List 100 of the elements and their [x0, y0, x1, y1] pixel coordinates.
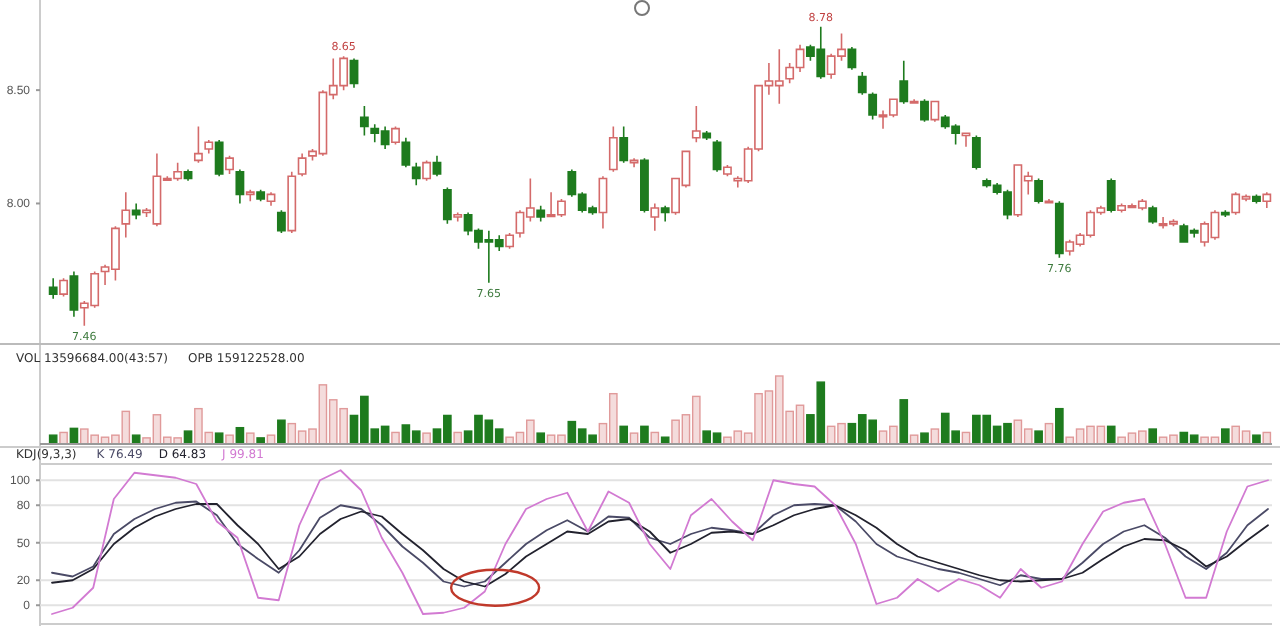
- candlestick: [505, 232, 515, 250]
- candlestick: [193, 125, 203, 164]
- bar: [899, 399, 909, 445]
- candlestick: [629, 157, 639, 168]
- bar: [1220, 428, 1230, 445]
- candlestick: [899, 59, 909, 105]
- candlestick: [235, 168, 245, 205]
- bar: [1055, 407, 1064, 445]
- candlestick: [442, 186, 452, 225]
- candlestick: [48, 277, 58, 300]
- candlestick: [650, 202, 660, 232]
- candlestick: [691, 105, 701, 144]
- candlestick: [847, 46, 857, 71]
- candlestick: [598, 175, 608, 230]
- candlestick: [909, 98, 919, 105]
- bar: [318, 384, 328, 445]
- bar: [889, 425, 898, 445]
- candlestick: [214, 139, 224, 178]
- bar: [1262, 431, 1272, 445]
- candlestick: [536, 204, 546, 223]
- bar: [557, 434, 566, 445]
- bar: [131, 434, 141, 445]
- bar: [1034, 430, 1043, 445]
- bar: [1106, 425, 1116, 445]
- candlestick: [183, 168, 193, 182]
- candlestick: [297, 152, 307, 178]
- candlestick: [121, 191, 131, 239]
- candlestick: [971, 134, 981, 171]
- bar: [308, 428, 317, 445]
- bar: [1023, 428, 1033, 445]
- bar: [422, 432, 431, 445]
- bar: [225, 434, 234, 445]
- candlestick: [422, 159, 432, 182]
- bar: [194, 407, 203, 445]
- bar: [785, 410, 794, 445]
- bar: [640, 425, 649, 445]
- candlestick: [1034, 177, 1044, 205]
- candlestick: [266, 191, 276, 207]
- bar: [764, 390, 774, 445]
- bar: [1252, 434, 1261, 445]
- candlestick: [1106, 177, 1116, 214]
- bar: [837, 422, 846, 445]
- candlestick: [225, 155, 234, 175]
- candlestick: [69, 270, 79, 318]
- candlestick: [868, 91, 878, 121]
- candlestick: [453, 211, 463, 223]
- candlestick: [930, 100, 940, 123]
- bar: [650, 431, 660, 445]
- bar: [691, 395, 701, 445]
- line-series: [51, 469, 1269, 615]
- candlestick: [619, 125, 629, 164]
- candlestick: [1252, 193, 1261, 205]
- candlestick: [432, 155, 442, 178]
- candlestick: [712, 139, 722, 173]
- bar: [90, 434, 100, 445]
- candlestick: [59, 277, 68, 298]
- bar: [391, 431, 400, 445]
- candlestick: [1054, 200, 1064, 259]
- bar: [1138, 430, 1147, 445]
- candlestick: [245, 189, 255, 202]
- candlestick: [131, 202, 141, 221]
- candlestick: [411, 161, 421, 187]
- candlestick: [660, 204, 670, 223]
- candlestick: [359, 105, 369, 137]
- bar: [536, 432, 546, 445]
- bar: [671, 419, 680, 445]
- bar: [1148, 428, 1158, 445]
- candlestick: [920, 98, 929, 123]
- bar: [287, 422, 297, 445]
- bar: [111, 434, 120, 445]
- bar: [245, 432, 255, 445]
- candlestick: [640, 157, 649, 214]
- bar: [339, 407, 348, 445]
- bar: [743, 432, 753, 445]
- candlestick: [608, 125, 618, 173]
- bar: [59, 431, 68, 445]
- candlestick: [349, 57, 359, 89]
- bar: [79, 428, 89, 445]
- candlestick: [722, 164, 732, 178]
- bar: [1169, 434, 1178, 445]
- bar: [204, 431, 214, 445]
- bar: [920, 432, 929, 445]
- candlestick: [204, 139, 214, 155]
- bar: [1086, 425, 1095, 445]
- bar: [453, 431, 463, 445]
- bar: [754, 392, 763, 445]
- bar: [328, 399, 338, 445]
- candlestick: [1262, 191, 1272, 209]
- bar: [277, 419, 286, 445]
- candlestick: [961, 132, 971, 148]
- bar: [608, 392, 618, 445]
- candlestick: [391, 125, 400, 146]
- bar: [733, 430, 743, 445]
- candlestick: [1220, 209, 1230, 218]
- candlestick: [401, 136, 411, 168]
- candlestick: [702, 130, 712, 141]
- candlestick: [1044, 198, 1054, 205]
- bar: [1231, 425, 1241, 445]
- candlestick: [857, 71, 867, 96]
- candlestick: [256, 189, 266, 202]
